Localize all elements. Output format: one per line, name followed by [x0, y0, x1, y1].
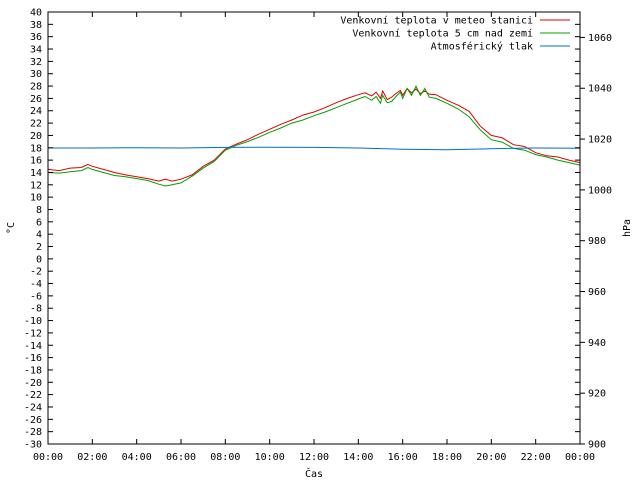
right-tick-label: 960 [588, 287, 606, 298]
x-tick-label: 20:00 [476, 452, 506, 463]
legend: Venkovní teplota v meteo staniciVenkovní… [340, 15, 570, 53]
left-tick-label: 0 [36, 254, 42, 265]
x-axis-label: Čas [305, 467, 323, 480]
left-tick-label: -28 [24, 427, 42, 438]
left-tick-label: -26 [24, 415, 42, 426]
left-tick-label: 10 [30, 193, 42, 204]
x-tick-label: 12:00 [299, 452, 329, 463]
left-tick-label: -10 [24, 316, 42, 327]
left-tick-label: 4 [36, 230, 42, 241]
left-tick-label: 30 [30, 69, 42, 80]
x-axis: 00:00 02:00 04:00 06:00 08:00 10:00 12:00 14:00… [33, 12, 595, 463]
left-tick-label: 18 [30, 143, 42, 154]
left-tick-label: -6 [30, 291, 42, 302]
left-axis: -30-28-26-24-22-20-18-16-14-12-10-8-6-4-… [24, 8, 580, 451]
left-tick-label: 40 [30, 8, 42, 19]
legend-label: Atmosférický tlak [431, 41, 533, 53]
plot-frame [47, 11, 581, 445]
left-tick-label: 24 [30, 106, 42, 117]
left-tick-label: -14 [24, 341, 42, 352]
x-tick-label: 06:00 [166, 452, 196, 463]
left-tick-label: -24 [24, 402, 42, 413]
left-tick-label: 2 [36, 242, 42, 253]
right-tick-label: 1000 [588, 185, 612, 196]
series-line-atmosfericky-tlak [48, 146, 580, 151]
legend-label: Venkovní teplota v meteo stanici [340, 15, 533, 27]
left-tick-label: 32 [30, 57, 42, 68]
left-tick-label: 38 [30, 20, 42, 31]
left-tick-label: 20 [30, 131, 42, 142]
x-tick-label: 00:00 [33, 452, 63, 463]
right-tick-label: 1060 [588, 33, 612, 44]
x-tick-label: 22:00 [521, 452, 551, 463]
left-tick-label: 8 [36, 205, 42, 216]
left-tick-label: 34 [30, 45, 42, 56]
right-tick-label: 1020 [588, 135, 612, 146]
left-tick-label: 16 [30, 156, 42, 167]
right-axis: 900 920 940 960 980 1000 1020 1040 1060 [580, 33, 612, 451]
series-line-venkovni-teplota-5-cm-nad-zemi [48, 84, 580, 187]
left-tick-label: -12 [24, 328, 42, 339]
x-tick-label: 02:00 [77, 452, 107, 463]
right-axis-label: hPa [622, 219, 633, 237]
x-tick-label: 08:00 [210, 452, 240, 463]
right-tick-label: 940 [588, 338, 606, 349]
right-tick-label: 920 [588, 389, 606, 400]
left-tick-label: -18 [24, 365, 42, 376]
left-axis-label: °C [6, 222, 17, 234]
left-tick-label: 36 [30, 32, 42, 43]
right-tick-label: 1040 [588, 84, 612, 95]
left-tick-label: -2 [30, 267, 42, 278]
left-tick-label: -20 [24, 378, 42, 389]
left-tick-label: 22 [30, 119, 42, 130]
x-tick-label: 18:00 [432, 452, 462, 463]
series-layer [48, 84, 580, 187]
left-tick-label: 28 [30, 82, 42, 93]
right-tick-label: 980 [588, 236, 606, 247]
series-line-venkovni-teplota-v-meteo-stanici [48, 87, 580, 182]
left-tick-label: -30 [24, 440, 42, 451]
left-tick-label: -4 [30, 279, 42, 290]
x-tick-label: 10:00 [255, 452, 285, 463]
left-tick-label: 14 [30, 168, 42, 179]
left-tick-label: 12 [30, 180, 42, 191]
left-tick-label: -22 [24, 390, 42, 401]
x-tick-label: 14:00 [343, 452, 373, 463]
x-tick-label: 16:00 [388, 452, 418, 463]
x-tick-label: 00:00 [565, 452, 595, 463]
left-tick-label: 26 [30, 94, 42, 105]
left-tick-label: -8 [30, 304, 42, 315]
legend-label: Venkovní teplota 5 cm nad zemí [352, 28, 533, 40]
x-tick-label: 04:00 [122, 452, 152, 463]
right-tick-label: 900 [588, 440, 606, 451]
left-tick-label: 6 [36, 217, 42, 228]
left-tick-label: -16 [24, 353, 42, 364]
